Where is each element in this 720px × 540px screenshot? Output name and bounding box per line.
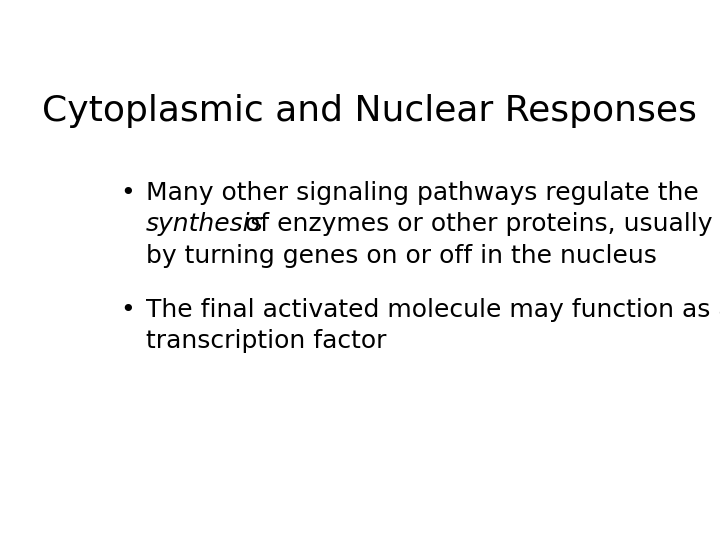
Text: Many other signaling pathways regulate the: Many other signaling pathways regulate t… bbox=[145, 181, 698, 205]
Text: Cytoplasmic and Nuclear Responses: Cytoplasmic and Nuclear Responses bbox=[42, 94, 696, 128]
Text: by turning genes on or off in the nucleus: by turning genes on or off in the nucleu… bbox=[145, 244, 657, 268]
Text: The final activated molecule may function as a: The final activated molecule may functio… bbox=[145, 298, 720, 322]
Text: of enzymes or other proteins, usually: of enzymes or other proteins, usually bbox=[237, 212, 713, 237]
Text: •: • bbox=[121, 181, 135, 205]
Text: •: • bbox=[121, 298, 135, 322]
Text: synthesis: synthesis bbox=[145, 212, 264, 237]
Text: transcription factor: transcription factor bbox=[145, 329, 387, 353]
